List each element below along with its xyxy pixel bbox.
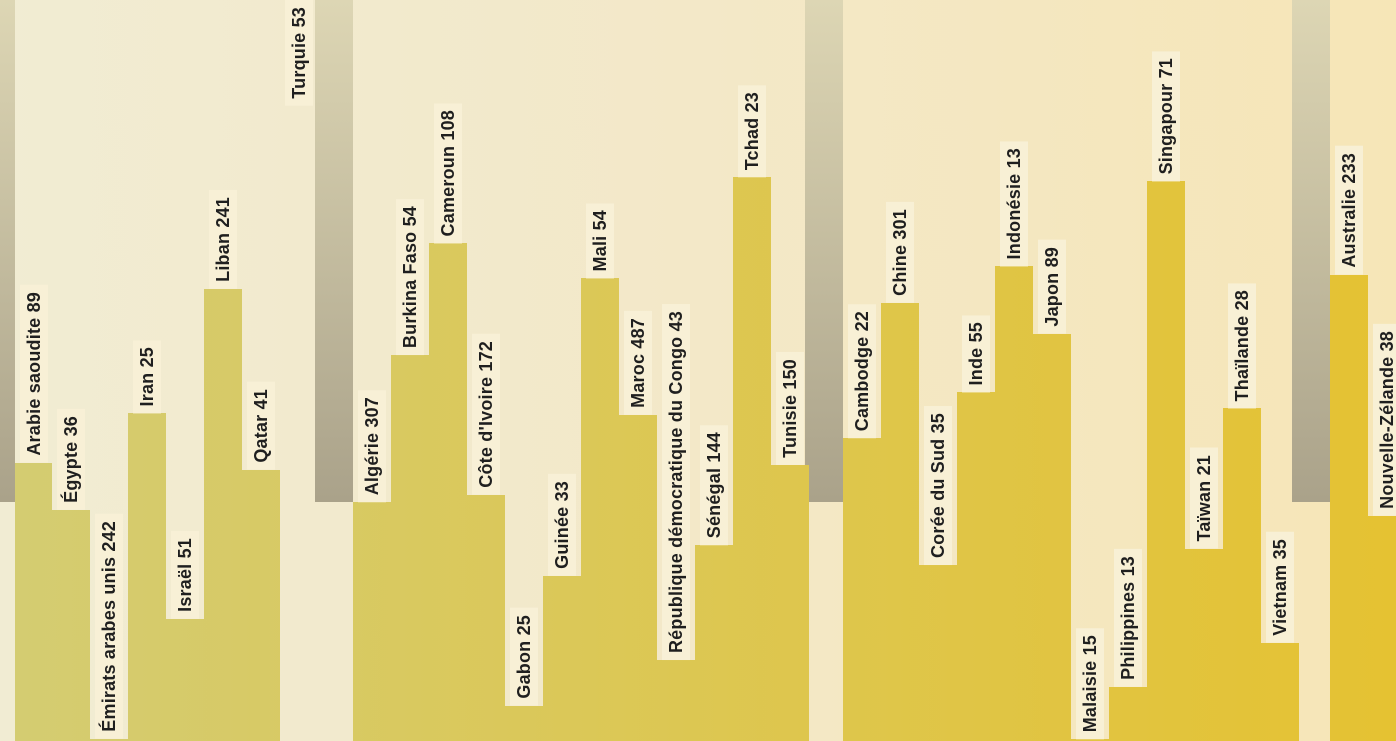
region-separator: [0, 0, 15, 502]
bar: [733, 177, 771, 741]
bar: [771, 465, 809, 741]
bar: [843, 438, 881, 741]
bar: [15, 463, 52, 741]
bar: [957, 392, 995, 741]
bar: [1071, 739, 1109, 741]
bar: [353, 502, 391, 741]
bar: [391, 355, 429, 741]
bar: [995, 266, 1033, 741]
region-separator: [1292, 0, 1330, 502]
bar: [657, 660, 695, 741]
bar: [543, 576, 581, 741]
bar: [619, 415, 657, 741]
bar: [429, 243, 467, 741]
bar: [52, 510, 90, 741]
bar: [90, 739, 128, 741]
bar: [1109, 687, 1147, 741]
bar: [1033, 334, 1071, 741]
bar: [505, 706, 543, 741]
bar: [204, 289, 242, 741]
bar: [128, 413, 166, 741]
bar: [1223, 408, 1261, 741]
bar: [695, 545, 733, 741]
bar: [1185, 549, 1223, 741]
bar: [581, 278, 619, 741]
bar: [1261, 643, 1299, 741]
bar: [881, 303, 919, 741]
bar: [919, 565, 957, 741]
region-separator: [805, 0, 843, 502]
bar: [166, 619, 204, 741]
bar: [467, 495, 505, 741]
region-separator: [315, 0, 353, 502]
bar: [1368, 516, 1396, 741]
bar: [242, 470, 280, 741]
bar: [1147, 181, 1185, 741]
bar: [1330, 275, 1368, 741]
